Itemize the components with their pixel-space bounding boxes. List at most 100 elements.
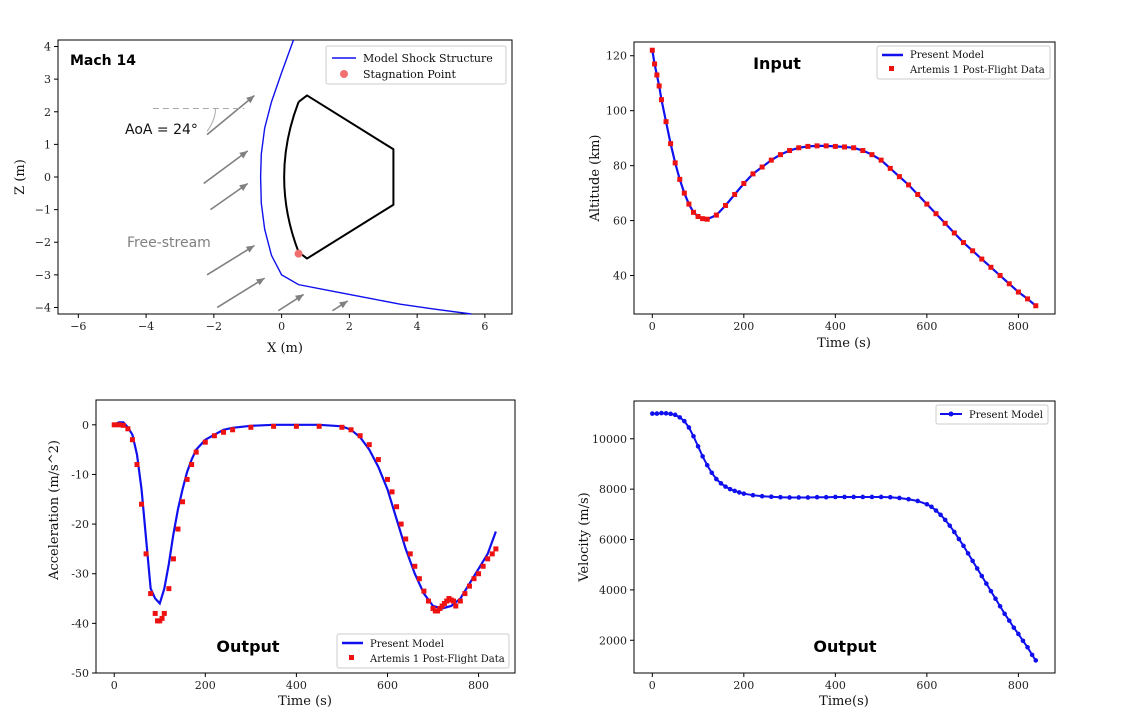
accel-data-point xyxy=(476,571,482,577)
accel-panel: 0 200 400 600 800 0 -10 -20 -30 -40 -50 Output Tim… xyxy=(47,399,516,709)
altitude-data-point xyxy=(690,209,696,215)
altitude-title: Input xyxy=(753,54,801,73)
freestream-arrow-shaft xyxy=(216,277,266,309)
altitude-data-point xyxy=(695,213,701,219)
accel-ylabel: Acceleration (m/s^2) xyxy=(47,440,62,581)
velocity-point xyxy=(860,494,866,500)
accel-data-point xyxy=(412,563,418,569)
velocity-point xyxy=(759,493,765,499)
altitude-xtick-label: 200 xyxy=(733,320,754,333)
accel-xtick-label: 400 xyxy=(286,679,307,692)
velocity-point xyxy=(974,566,980,571)
altitude-legend: Present Model Artemis 1 Post-Flight Data xyxy=(876,45,1051,80)
legend-shock-label: Model Shock Structure xyxy=(363,52,493,65)
accel-data-point xyxy=(125,426,131,432)
legend-stagnation-marker xyxy=(340,70,348,78)
velocity-point xyxy=(1002,611,1007,617)
altitude-data-point xyxy=(700,216,706,222)
accel-ytick-label: -50 xyxy=(71,667,89,680)
altitude-data-point xyxy=(654,72,660,78)
accel-data-point xyxy=(316,423,322,429)
altitude-ytick-label: 40 xyxy=(613,270,627,283)
velocity-point xyxy=(677,415,683,420)
shock-ytick-label: −3 xyxy=(35,269,51,282)
velocity-point xyxy=(965,551,971,556)
altitude-data-point xyxy=(887,165,893,171)
velocity-point xyxy=(741,491,747,496)
shock-xtick-label: 6 xyxy=(481,320,488,333)
altitude-data-point xyxy=(988,264,994,270)
altitude-ytick-label: 60 xyxy=(613,215,627,228)
velocity-legend-box xyxy=(935,404,1049,425)
velocity-point xyxy=(668,411,673,417)
accel-data-point xyxy=(480,563,486,569)
accel-data-point xyxy=(184,476,190,482)
velocity-point xyxy=(750,492,756,498)
velocity-point xyxy=(778,494,783,500)
legend-data-marker xyxy=(889,66,894,71)
accel-data-point xyxy=(407,551,413,557)
altitude-data-point xyxy=(960,240,966,246)
shock-panel: −6 −4 −2 0 2 4 6 −4 −3 −2 −1 0 1 2 3 4 Mach 14 X (m) Z … xyxy=(13,39,513,356)
accel-data-point xyxy=(384,476,390,482)
altitude-data-point xyxy=(951,230,957,236)
velocity-point xyxy=(833,494,838,500)
altitude-data-point xyxy=(741,180,747,186)
velocity-ytick-label: 10000 xyxy=(592,433,627,446)
velocity-point xyxy=(736,490,742,495)
freestream-arrow-shaft xyxy=(203,150,249,185)
altitude-data-point xyxy=(805,143,811,149)
accel-data-point xyxy=(466,583,472,589)
altitude-data-point xyxy=(933,211,939,217)
velocity-point xyxy=(993,596,998,602)
legend-model-label: Present Model xyxy=(969,410,1043,421)
accel-data-point xyxy=(271,423,277,429)
altitude-data-point xyxy=(658,97,664,103)
accel-data-point xyxy=(111,422,117,428)
altitude-data-point xyxy=(851,145,857,151)
velocity-point xyxy=(814,494,820,500)
velocity-point xyxy=(961,543,966,549)
velocity-point xyxy=(823,494,829,500)
velocity-point xyxy=(947,523,953,528)
velocity-point xyxy=(878,494,884,500)
shock-ylabel: Z (m) xyxy=(13,159,28,195)
altitude-ytick-label: 100 xyxy=(606,105,627,118)
velocity-point xyxy=(906,496,911,502)
accel-xlabel: Time (s) xyxy=(278,694,332,709)
velocity-point xyxy=(805,495,811,500)
velocity-title: Output xyxy=(813,637,876,656)
altitude-xtick-label: 600 xyxy=(916,320,937,333)
velocity-point xyxy=(691,433,696,439)
accel-data-point xyxy=(248,424,254,430)
shock-xtick-label: −6 xyxy=(70,320,86,333)
velocity-point xyxy=(732,488,737,494)
velocity-xtick-label: 600 xyxy=(916,679,937,692)
velocity-ytick-label: 2000 xyxy=(599,634,627,647)
accel-data-point xyxy=(471,576,477,582)
velocity-point xyxy=(1020,638,1026,644)
velocity-point xyxy=(1006,618,1012,623)
altitude-data-point xyxy=(860,148,866,154)
accel-data-point xyxy=(451,598,457,604)
capsule-backshell xyxy=(297,94,395,260)
altitude-data-point xyxy=(1033,303,1039,309)
accel-data-point xyxy=(166,586,172,592)
shock-ytick-label: 4 xyxy=(44,41,51,54)
freestream-arrow-head xyxy=(295,294,304,302)
shock-xtick-label: 0 xyxy=(278,320,285,333)
altitude-data-point xyxy=(672,160,678,166)
shock-xtick-label: 4 xyxy=(414,320,421,333)
accel-axes-frame xyxy=(95,399,516,674)
accel-data-point xyxy=(416,576,422,582)
velocity-point xyxy=(723,484,728,489)
accel-data-point xyxy=(453,603,459,609)
accel-data-point xyxy=(394,504,400,510)
velocity-xtick-label: 0 xyxy=(649,679,656,692)
accel-data-point xyxy=(348,427,354,433)
freestream-arrow-shaft xyxy=(206,94,256,136)
altitude-data-point xyxy=(768,157,774,163)
accel-xtick-label: 600 xyxy=(377,679,398,692)
altitude-data-point xyxy=(842,144,847,150)
altitude-axes-frame xyxy=(633,41,1056,315)
